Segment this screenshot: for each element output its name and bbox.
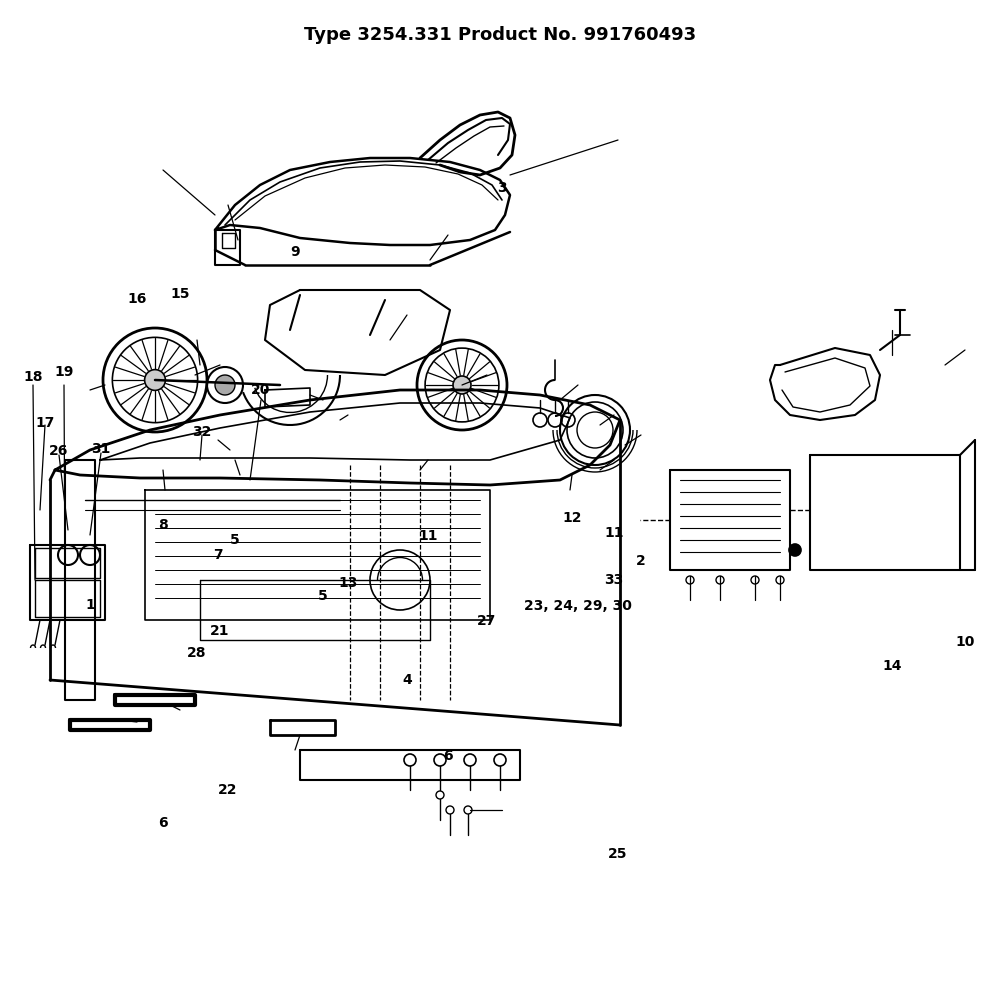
Text: 21: 21: [210, 624, 230, 638]
Text: 10: 10: [955, 635, 975, 649]
Circle shape: [145, 370, 165, 390]
Text: 19: 19: [54, 365, 74, 379]
Text: 9: 9: [290, 245, 300, 259]
Text: 15: 15: [170, 287, 190, 301]
Text: 13: 13: [338, 576, 358, 590]
Text: 5: 5: [318, 589, 328, 603]
Text: 20: 20: [251, 384, 271, 397]
Circle shape: [789, 544, 801, 556]
Text: 33: 33: [604, 573, 624, 587]
Text: 6: 6: [158, 816, 168, 829]
Text: 23, 24, 29, 30: 23, 24, 29, 30: [524, 600, 632, 613]
Text: 25: 25: [608, 847, 628, 861]
Circle shape: [215, 375, 235, 395]
Text: 5: 5: [230, 533, 240, 547]
Text: 32: 32: [192, 425, 212, 439]
Text: 22: 22: [218, 783, 238, 797]
Text: 4: 4: [402, 673, 412, 687]
Text: 7: 7: [213, 548, 223, 562]
Text: 1: 1: [85, 598, 95, 611]
Text: 17: 17: [35, 416, 55, 430]
Text: 11: 11: [604, 526, 624, 540]
Text: 26: 26: [49, 444, 69, 458]
Text: 27: 27: [477, 614, 497, 628]
Text: 18: 18: [23, 370, 43, 384]
Text: 31: 31: [91, 442, 111, 456]
Text: 16: 16: [127, 292, 147, 306]
Text: 6: 6: [443, 749, 453, 763]
Text: 14: 14: [882, 659, 902, 673]
Text: 2: 2: [636, 554, 646, 568]
Text: 8: 8: [158, 518, 168, 532]
Text: 28: 28: [187, 646, 207, 660]
Text: 3: 3: [497, 181, 507, 195]
Text: 12: 12: [562, 511, 582, 525]
Text: 11: 11: [418, 529, 438, 543]
Circle shape: [453, 376, 471, 394]
Text: Type 3254.331 Product No. 991760493: Type 3254.331 Product No. 991760493: [304, 26, 696, 44]
